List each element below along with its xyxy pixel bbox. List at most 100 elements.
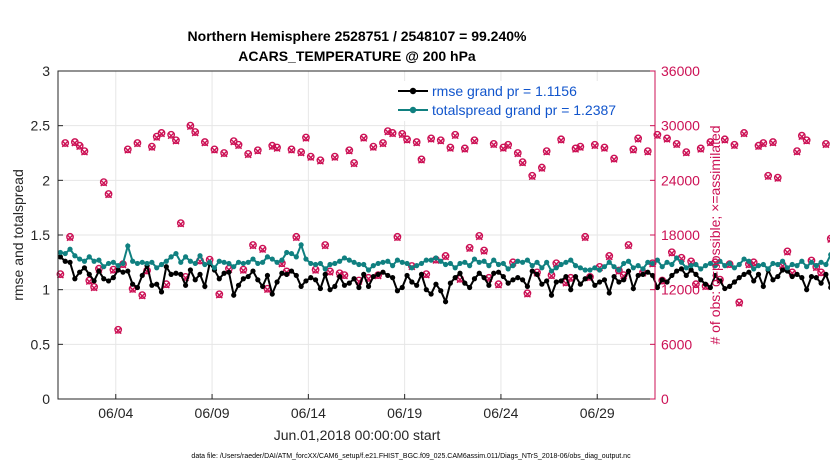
- totalspread-point: [515, 258, 521, 264]
- obs-assimilated-point: [755, 143, 763, 151]
- obs-assimilated-stroke: [514, 150, 522, 158]
- obs-assimilated-point: [244, 151, 252, 159]
- obs-assimilated-stroke: [297, 149, 305, 157]
- totalspread-point: [746, 258, 752, 264]
- x-tick-label: 06/14: [291, 405, 326, 421]
- rmse-point: [808, 273, 815, 280]
- obs-possible-point: [446, 143, 455, 152]
- totalspread-point: [486, 263, 492, 269]
- obs-assimilated-stroke: [610, 155, 618, 163]
- obs-assimilated-stroke: [519, 159, 527, 167]
- rmse-point: [471, 276, 478, 282]
- rmse-point: [654, 284, 661, 291]
- totalspread-point: [380, 259, 386, 265]
- rmse-point: [630, 285, 636, 292]
- totalspread-point: [645, 259, 651, 265]
- totalspread-point: [568, 257, 574, 263]
- rmse-point: [173, 270, 179, 276]
- x-tick-label: 06/24: [483, 405, 518, 421]
- obs-assimilated-point: [350, 160, 358, 168]
- obs-possible-point: [576, 142, 585, 151]
- obs-assimilated-point: [80, 148, 88, 156]
- totalspread-point: [731, 265, 738, 271]
- totalspread-point: [57, 249, 64, 256]
- obs-assimilated-stroke: [263, 286, 271, 294]
- y-tick-label-right: 0: [661, 391, 669, 407]
- totalspread-point: [539, 265, 545, 271]
- totalspread-point: [587, 267, 593, 273]
- totalspread-point: [418, 260, 425, 267]
- obs-possible-point: [330, 152, 339, 161]
- rmse-point: [332, 283, 338, 289]
- obs-possible-point: [614, 266, 623, 275]
- obs-possible-point: [114, 325, 123, 334]
- obs-assimilated-stroke: [422, 271, 430, 279]
- obs-assimilated-point: [499, 144, 507, 152]
- obs-possible-point: [61, 139, 70, 147]
- obs-assimilated-point: [567, 275, 575, 283]
- obs-possible-point: [605, 252, 614, 260]
- obs-possible-point: [70, 138, 79, 146]
- obs-assimilated-stroke: [490, 141, 498, 149]
- obs-assimilated-point: [239, 267, 247, 275]
- rmse-point: [616, 279, 622, 285]
- totalspread-point: [755, 263, 762, 269]
- obs-assimilated-point: [740, 130, 748, 138]
- totalspread-point: [423, 257, 429, 263]
- obs-assimilated-point: [153, 134, 161, 142]
- obs-possible-point: [157, 129, 166, 137]
- rmse-point: [351, 276, 357, 282]
- rmse-point: [736, 275, 742, 281]
- obs-possible-point: [167, 130, 176, 139]
- rmse-point: [515, 275, 521, 281]
- obs-assimilated-stroke: [129, 286, 137, 294]
- rmse-point: [789, 273, 795, 280]
- totalspread-point: [139, 259, 145, 265]
- obs-assimilated-point: [480, 247, 488, 255]
- rmse-point: [563, 273, 569, 280]
- obs-assimilated-stroke: [254, 147, 262, 155]
- obs-possible-point: [590, 140, 599, 149]
- obs-assimilated-stroke: [697, 145, 705, 153]
- totalspread-point: [182, 254, 189, 260]
- obs-assimilated-point: [625, 242, 633, 250]
- obs-possible-point: [783, 247, 792, 256]
- obs-assimilated-point: [827, 236, 830, 244]
- obs-assimilated-point: [288, 146, 295, 154]
- rmse-point: [293, 272, 299, 279]
- totalspread-point: [370, 263, 376, 269]
- rmse-point: [86, 271, 92, 277]
- obs-assimilated-stroke: [755, 143, 763, 151]
- obs-possible-point: [624, 241, 633, 249]
- obs-assimilated-point: [418, 156, 425, 164]
- obs-assimilated-point: [629, 146, 637, 154]
- obs-possible-point: [191, 128, 200, 136]
- obs-assimilated-point: [446, 144, 454, 152]
- obs-assimilated-stroke: [418, 156, 425, 164]
- rmse-point: [534, 271, 540, 277]
- totalspread-point: [404, 260, 410, 267]
- rmse-point: [664, 279, 670, 285]
- obs-assimilated-stroke: [302, 134, 310, 142]
- rmse-point: [640, 271, 646, 277]
- obs-assimilated-point: [668, 249, 676, 257]
- y-tick-label-left: 0.5: [31, 336, 51, 352]
- x-tick-label: 06/04: [98, 405, 133, 421]
- obs-assimilated-point: [278, 260, 286, 268]
- obs-possible-point: [123, 145, 132, 154]
- left-axis-ticks: 0 0.5 1 1.5 2 2.5 3: [31, 63, 63, 407]
- rmse-point: [442, 299, 449, 305]
- obs-assimilated-stroke: [124, 146, 132, 154]
- obs-assimilated-point: [730, 142, 738, 150]
- totalspread-point: [520, 259, 526, 265]
- obs-possible-point: [518, 158, 527, 167]
- obs-possible-point: [412, 138, 421, 146]
- rmse-point: [746, 269, 752, 275]
- totalspread-point: [524, 257, 531, 263]
- obs-assimilated-point: [312, 267, 320, 275]
- obs-assimilated-point: [442, 253, 450, 261]
- totalspread-point: [784, 265, 790, 271]
- obs-assimilated-point: [85, 277, 93, 285]
- totalspread-point: [818, 259, 824, 265]
- obs-assimilated-point: [360, 134, 368, 142]
